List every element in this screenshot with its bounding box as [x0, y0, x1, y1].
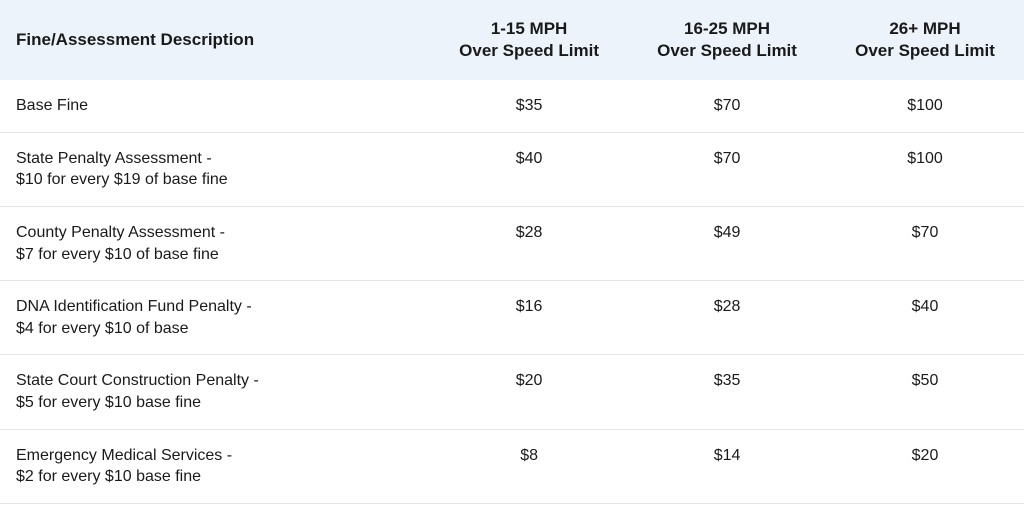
cell-value: $14	[628, 429, 826, 503]
header-tier-3: 26+ MPH Over Speed Limit	[826, 0, 1024, 80]
cell-value: $20	[826, 429, 1024, 503]
header-tier-1: 1-15 MPH Over Speed Limit	[430, 0, 628, 80]
header-subtext: Over Speed Limit	[644, 40, 810, 62]
desc-line1: Emergency Medical Services -	[16, 445, 414, 467]
cell-value: $35	[430, 80, 628, 132]
desc-line2: $2 for every $10 base fine	[16, 466, 414, 488]
header-subtext: Over Speed Limit	[842, 40, 1008, 62]
cell-description: DNA Identification Fund Penalty - $4 for…	[0, 281, 430, 355]
table-row: State Penalty Assessment - $10 for every…	[0, 132, 1024, 206]
table-row: DNA Identification Fund Penalty - $4 for…	[0, 281, 1024, 355]
cell-value: $100	[826, 80, 1024, 132]
cell-value: $8	[430, 429, 628, 503]
cell-value: $100	[826, 132, 1024, 206]
desc-line1: County Penalty Assessment -	[16, 222, 414, 244]
cell-description: Base Fine	[0, 80, 430, 132]
cell-description: Emergency Medical Services - $2 for ever…	[0, 429, 430, 503]
cell-value: $50	[826, 355, 1024, 429]
header-text: 16-25 MPH	[644, 18, 810, 40]
cell-value: $40	[826, 281, 1024, 355]
table-row: Base Fine $35 $70 $100	[0, 80, 1024, 132]
cell-value: $49	[628, 206, 826, 280]
cell-value: $16	[430, 281, 628, 355]
fines-table: Fine/Assessment Description 1-15 MPH Ove…	[0, 0, 1024, 504]
desc-line2: $4 for every $10 of base	[16, 318, 414, 340]
cell-description: State Penalty Assessment - $10 for every…	[0, 132, 430, 206]
table-row: County Penalty Assessment - $7 for every…	[0, 206, 1024, 280]
cell-value: $70	[628, 80, 826, 132]
header-subtext: Over Speed Limit	[446, 40, 612, 62]
table-body: Base Fine $35 $70 $100 State Penalty Ass…	[0, 80, 1024, 503]
desc-line2: $10 for every $19 of base fine	[16, 169, 414, 191]
desc-line1: State Court Construction Penalty -	[16, 370, 414, 392]
cell-value: $70	[826, 206, 1024, 280]
cell-value: $20	[430, 355, 628, 429]
desc-line1: Base Fine	[16, 95, 414, 117]
header-text: 26+ MPH	[842, 18, 1008, 40]
table-row: Emergency Medical Services - $2 for ever…	[0, 429, 1024, 503]
header-description: Fine/Assessment Description	[0, 0, 430, 80]
header-text: 1-15 MPH	[446, 18, 612, 40]
desc-line2: $5 for every $10 base fine	[16, 392, 414, 414]
header-text: Fine/Assessment Description	[16, 30, 254, 49]
header-tier-2: 16-25 MPH Over Speed Limit	[628, 0, 826, 80]
cell-value: $28	[430, 206, 628, 280]
desc-line1: State Penalty Assessment -	[16, 148, 414, 170]
cell-value: $35	[628, 355, 826, 429]
table-row: State Court Construction Penalty - $5 fo…	[0, 355, 1024, 429]
cell-value: $70	[628, 132, 826, 206]
table-header-row: Fine/Assessment Description 1-15 MPH Ove…	[0, 0, 1024, 80]
cell-description: County Penalty Assessment - $7 for every…	[0, 206, 430, 280]
desc-line2: $7 for every $10 of base fine	[16, 244, 414, 266]
cell-value: $28	[628, 281, 826, 355]
cell-description: State Court Construction Penalty - $5 fo…	[0, 355, 430, 429]
cell-value: $40	[430, 132, 628, 206]
desc-line1: DNA Identification Fund Penalty -	[16, 296, 414, 318]
